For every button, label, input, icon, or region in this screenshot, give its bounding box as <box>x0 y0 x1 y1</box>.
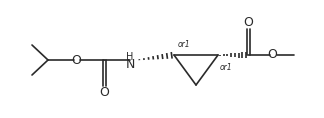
Text: O: O <box>71 53 81 67</box>
Text: O: O <box>267 48 277 61</box>
Text: O: O <box>243 17 253 30</box>
Text: or1: or1 <box>178 40 191 49</box>
Text: O: O <box>99 86 109 99</box>
Text: N: N <box>125 57 135 70</box>
Text: or1: or1 <box>220 63 233 72</box>
Text: H: H <box>126 52 134 62</box>
